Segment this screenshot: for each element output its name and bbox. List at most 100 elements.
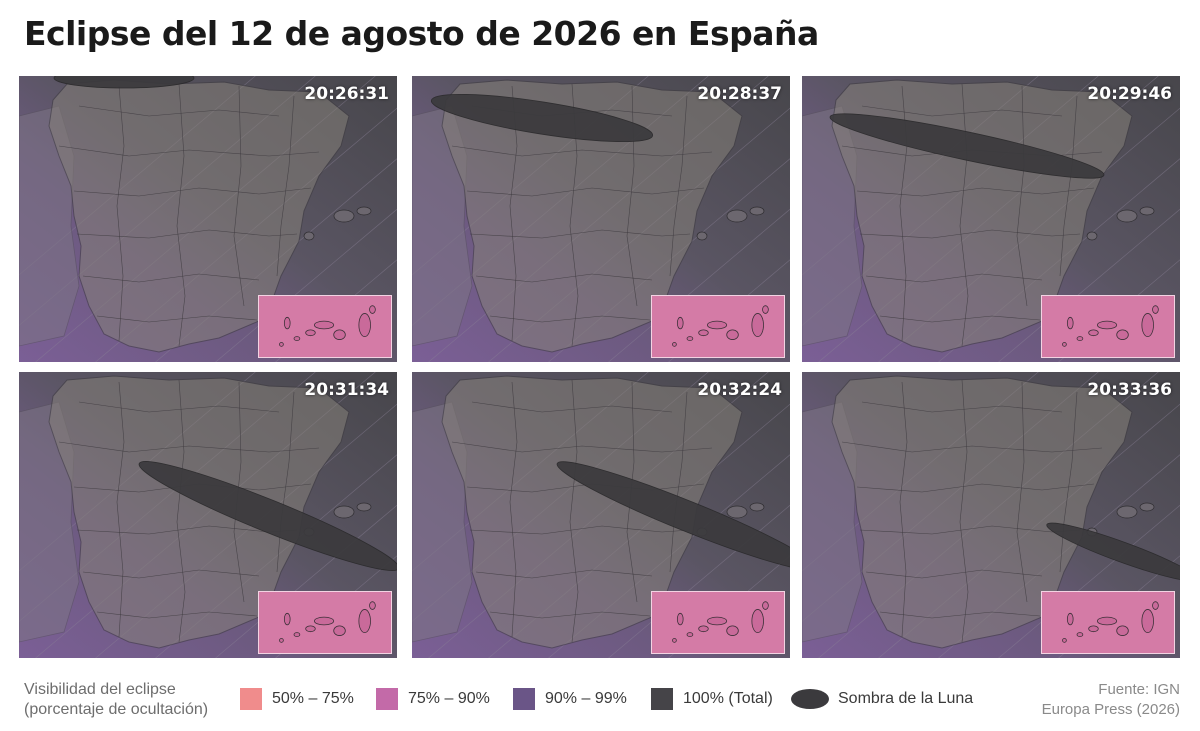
moon-shadow [556, 461, 790, 571]
canary-island [1096, 616, 1118, 626]
canary-island [283, 612, 291, 626]
canary-island [313, 320, 335, 330]
eclipse-map [19, 76, 397, 362]
panel-time: 20:28:37 [697, 84, 782, 104]
map-panel-2: 20:28:37 [412, 76, 790, 362]
canary-island [698, 329, 709, 337]
panel-time: 20:31:34 [304, 380, 389, 400]
canary-islands-inset [651, 591, 785, 654]
canary-island [293, 632, 301, 637]
legend-label-50-75: 50% – 75% [272, 690, 354, 707]
canary-island [293, 336, 301, 341]
canary-island [279, 342, 284, 347]
canary-island [1141, 609, 1154, 634]
canary-island [686, 336, 694, 341]
canary-island [726, 625, 739, 636]
canary-island [313, 616, 335, 626]
canary-island [358, 313, 371, 338]
canary-island [762, 305, 769, 314]
balearic-island [1139, 502, 1155, 512]
legend-label-90-99: 90% – 99% [545, 690, 627, 707]
balearic-island [333, 209, 355, 223]
canary-island [676, 316, 684, 330]
map-panel-4: 20:31:34 [19, 372, 397, 658]
moon-shadow [138, 461, 397, 571]
canary-island [751, 313, 764, 338]
eclipse-map [412, 372, 790, 658]
moon-shadow [53, 76, 195, 89]
legend: Visibilidad del eclipse (porcentaje de o… [0, 676, 1200, 726]
panel-time: 20:29:46 [1087, 84, 1172, 104]
balearic-island [696, 231, 708, 241]
canary-island [1096, 320, 1118, 330]
canary-island [672, 638, 677, 643]
balearic-island [726, 209, 748, 223]
map-panel-5: 20:32:24 [412, 372, 790, 658]
moon-shadow-icon [791, 689, 829, 709]
legend-label-total: 100% (Total) [683, 690, 773, 707]
source-credit: Fuente: IGN Europa Press (2026) [1042, 680, 1180, 720]
source-line2: Europa Press (2026) [1041, 701, 1180, 718]
canary-island [1062, 342, 1067, 347]
canary-island [1152, 305, 1159, 314]
map-panel-3: 20:29:46 [802, 76, 1180, 362]
legend-label-moon-shadow: Sombra de la Luna [838, 690, 974, 707]
canary-island [751, 609, 764, 634]
canary-island [698, 625, 709, 633]
balearic-island [1116, 209, 1138, 223]
legend-swatch-75-90 [376, 688, 398, 710]
balearic-island [356, 502, 372, 512]
page-title: Eclipse del 12 de agosto de 2026 en Espa… [24, 14, 819, 53]
canary-island [333, 625, 346, 636]
canary-island [369, 601, 376, 610]
canary-islands-inset [258, 295, 392, 358]
legend-title: Visibilidad del eclipse (porcentaje de o… [24, 680, 208, 720]
canary-island [369, 305, 376, 314]
canary-island [1088, 625, 1099, 633]
balearic-island [333, 505, 355, 519]
panel-time: 20:32:24 [697, 380, 782, 400]
eclipse-map [412, 76, 790, 362]
canary-island [305, 329, 316, 337]
canary-islands-inset [1041, 295, 1175, 358]
canary-island [305, 625, 316, 633]
legend-swatch-total [651, 688, 673, 710]
canary-island [1116, 625, 1129, 636]
canary-island [1066, 612, 1074, 626]
canary-island [686, 632, 694, 637]
balearic-island [1139, 206, 1155, 216]
legend-swatch-90-99 [513, 688, 535, 710]
map-panel-6: 20:33:36 [802, 372, 1180, 658]
canary-island [279, 638, 284, 643]
balearic-island [1116, 505, 1138, 519]
canary-islands-inset [258, 591, 392, 654]
balearic-island [726, 505, 748, 519]
source-line1: Fuente: IGN [1098, 681, 1180, 698]
panel-time: 20:26:31 [304, 84, 389, 104]
panel-time: 20:33:36 [1087, 380, 1172, 400]
balearic-island [303, 231, 315, 241]
balearic-island [356, 206, 372, 216]
canary-island [706, 616, 728, 626]
legend-swatch-50-75 [240, 688, 262, 710]
canary-islands-inset [1041, 591, 1175, 654]
balearic-island [749, 206, 765, 216]
map-panel-1: 20:26:31 [19, 76, 397, 362]
canary-island [283, 316, 291, 330]
canary-island [676, 612, 684, 626]
moon-shadow [829, 113, 1105, 179]
canary-island [1076, 632, 1084, 637]
canary-island [762, 601, 769, 610]
canary-island [358, 609, 371, 634]
canary-island [1062, 638, 1067, 643]
canary-island [1152, 601, 1159, 610]
canary-island [1088, 329, 1099, 337]
legend-title-line2: (porcentaje de ocultación) [24, 701, 209, 718]
canary-island [1116, 329, 1129, 340]
legend-title-line1: Visibilidad del eclipse [24, 681, 176, 698]
legend-label-75-90: 75% – 90% [408, 690, 490, 707]
canary-island [672, 342, 677, 347]
canary-islands-inset [651, 295, 785, 358]
canary-island [726, 329, 739, 340]
canary-island [706, 320, 728, 330]
